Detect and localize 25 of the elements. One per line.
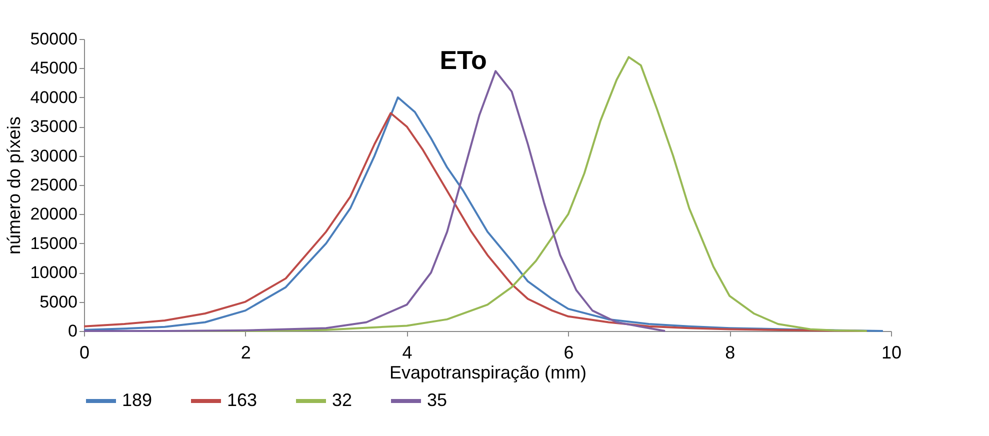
x-tick-label: 4	[402, 342, 412, 362]
y-tick-label: 45000	[30, 58, 78, 78]
y-tick-label: 5000	[40, 292, 78, 312]
line-series	[83, 70, 666, 332]
y-tick-label: 30000	[30, 146, 78, 166]
x-tick-label: 10	[881, 342, 902, 362]
y-tick-label: 50000	[30, 30, 78, 48]
x-tick-label: 6	[564, 342, 574, 362]
legend-label: 32	[332, 390, 352, 410]
y-tick-label: 15000	[30, 234, 78, 253]
chart-title: ETo	[440, 44, 487, 75]
y-tick-label: 40000	[30, 88, 78, 107]
legend-label: 189	[122, 390, 152, 410]
y-tick-label: 20000	[30, 204, 78, 224]
y-tick-label: 35000	[30, 117, 78, 136]
y-tick-label: 25000	[30, 176, 78, 194]
legend-label: 163	[227, 390, 258, 410]
x-tick-label: 0	[79, 342, 90, 362]
legend-label: 35	[427, 390, 448, 410]
y-tick-label: 10000	[30, 263, 78, 282]
x-tick-label: 2	[240, 342, 251, 362]
x-axis-title: Evapotranspiração (mm)	[389, 362, 587, 382]
y-axis-title: número do píxeis	[4, 116, 24, 255]
y-tick-label: 0	[68, 322, 78, 340]
x-tick-label: 8	[725, 342, 736, 362]
